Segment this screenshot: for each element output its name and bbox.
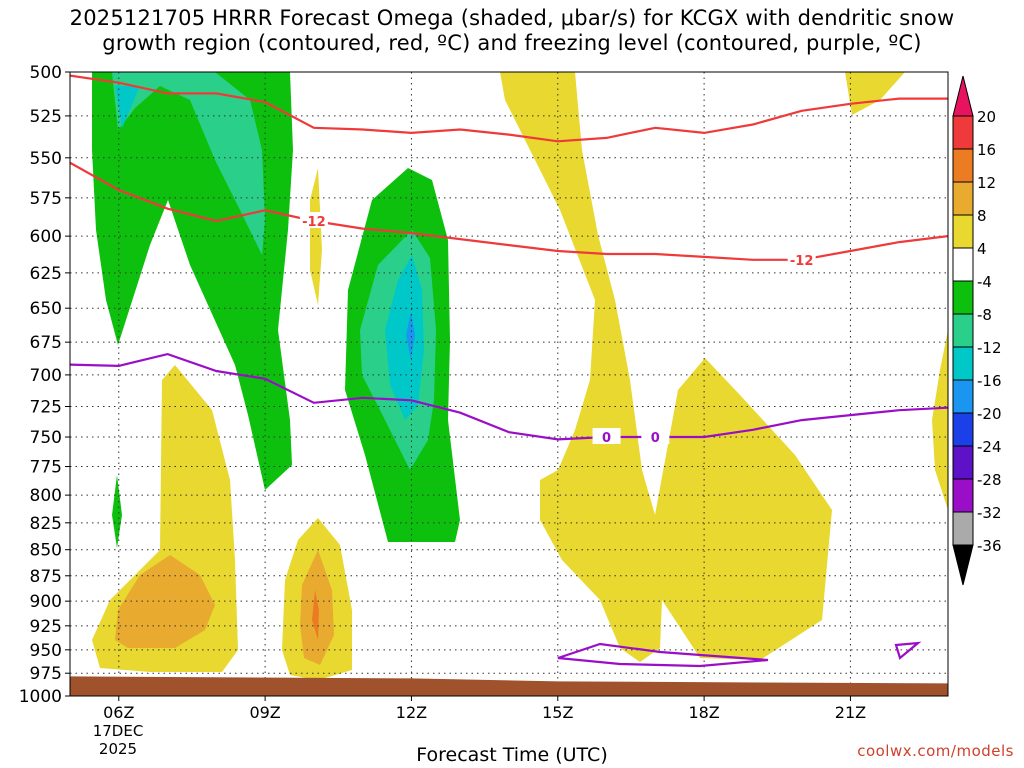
y-tick-label: 850 bbox=[30, 541, 62, 561]
omega-fill-yellow-east bbox=[500, 72, 832, 662]
omega-fill-cyan-north bbox=[115, 86, 140, 128]
plot-area: -12 -12 0 0 bbox=[70, 72, 948, 696]
credit-link[interactable]: coolwx.com/models bbox=[857, 742, 1014, 760]
colorbar-label: -12 bbox=[977, 339, 1002, 357]
y-tick-label: 600 bbox=[30, 227, 62, 247]
x-tick-label: 18Z bbox=[688, 703, 719, 722]
y-axis: 500 525 550 575 600 625 650 675 700 725 750 775 800 8… bbox=[19, 63, 70, 707]
omega-fill-yellow-east-edge bbox=[932, 330, 948, 510]
colorbar-band bbox=[952, 313, 974, 348]
x-tick-label: 12Z bbox=[396, 703, 427, 722]
plot-frame bbox=[69, 71, 949, 697]
colorbar-label: -28 bbox=[977, 471, 1002, 489]
chart-title: 2025121705 HRRR Forecast Omega (shaded, … bbox=[0, 6, 1024, 56]
y-tick-label: 575 bbox=[30, 189, 62, 209]
omega-fill-yellow-ne bbox=[845, 72, 905, 115]
x-tick-label: 06Z bbox=[103, 703, 134, 722]
colorbar-band bbox=[952, 511, 974, 546]
colorbar: 20 16 12 8 4 -4 -8 -12 -16 -20 -24 -28 -32 -36 bbox=[952, 75, 1002, 586]
omega-fill-green-blip bbox=[112, 475, 122, 548]
colorbar-label: -16 bbox=[977, 372, 1002, 390]
colorbar-label: -32 bbox=[977, 504, 1002, 522]
colorbar-band bbox=[952, 148, 974, 183]
omega-fill-blue-center bbox=[406, 312, 415, 360]
colorbar-band bbox=[952, 346, 974, 381]
colorbar-label: 12 bbox=[977, 174, 996, 192]
contour-label-bg bbox=[641, 428, 670, 445]
x-tick-label: 09Z bbox=[249, 703, 280, 722]
colorbar-label: 4 bbox=[977, 240, 987, 258]
colorbar-label: -4 bbox=[977, 273, 992, 291]
y-tick-label: 950 bbox=[30, 641, 62, 661]
contour-label: 0 bbox=[651, 431, 660, 446]
colorbar-band bbox=[952, 280, 974, 315]
contour-label-bg bbox=[592, 428, 621, 445]
y-tick-label: 900 bbox=[30, 592, 62, 612]
omega-fill-orange-core bbox=[312, 590, 319, 640]
omega-fill-yellow-sliver bbox=[310, 168, 322, 305]
contour-loop-freezing bbox=[557, 642, 769, 668]
colorbar-band bbox=[952, 379, 974, 414]
contour-label-bg bbox=[787, 250, 816, 267]
contour-lines: -12 -12 0 0 bbox=[70, 74, 948, 668]
colorbar-label: 16 bbox=[977, 141, 996, 159]
y-tick-label: 775 bbox=[30, 458, 62, 478]
contour-label: -12 bbox=[790, 254, 814, 269]
x-tick-label: 21Z bbox=[835, 703, 866, 722]
terrain-fill bbox=[70, 676, 948, 696]
y-tick-label: 725 bbox=[30, 397, 62, 417]
date-label-day: 17DEC bbox=[92, 722, 144, 740]
colorbar-label: -20 bbox=[977, 405, 1002, 423]
y-tick-label: 875 bbox=[30, 567, 62, 587]
y-tick-label: 500 bbox=[30, 63, 62, 83]
y-tick-label: 675 bbox=[30, 333, 62, 353]
colorbar-label: -24 bbox=[977, 438, 1002, 456]
y-tick-label: 750 bbox=[30, 428, 62, 448]
x-axis: 06Z 09Z 12Z 15Z 18Z 21Z bbox=[103, 696, 866, 722]
colorbar-band bbox=[952, 181, 974, 216]
y-tick-label: 1000 bbox=[19, 687, 62, 707]
title-line-1: 2025121705 HRRR Forecast Omega (shaded, … bbox=[69, 6, 955, 30]
contour-line bbox=[70, 74, 948, 143]
colorbar-label: -36 bbox=[977, 537, 1002, 555]
title-line-2: growth region (contoured, red, ºC) and f… bbox=[102, 31, 922, 55]
colorbar-band bbox=[952, 478, 974, 513]
x-tick-label: 15Z bbox=[542, 703, 573, 722]
colorbar-band bbox=[952, 115, 974, 150]
y-tick-label: 650 bbox=[30, 299, 62, 319]
colorbar-band bbox=[952, 445, 974, 480]
y-tick-label: 550 bbox=[30, 149, 62, 169]
y-tick-label: 525 bbox=[30, 107, 62, 127]
grid-lines bbox=[70, 72, 948, 696]
contour-loop-freezing-small bbox=[894, 641, 922, 660]
colorbar-top-arrow bbox=[952, 75, 974, 117]
contour-label-bg bbox=[299, 212, 328, 229]
colorbar-label: 8 bbox=[977, 207, 987, 225]
colorbar-label: -8 bbox=[977, 306, 992, 324]
contour-label: -12 bbox=[302, 215, 326, 230]
y-tick-label: 825 bbox=[30, 514, 62, 534]
y-tick-label: 700 bbox=[30, 366, 62, 386]
y-tick-label: 800 bbox=[30, 486, 62, 506]
date-label-year: 2025 bbox=[98, 740, 138, 758]
omega-fill-teal-north bbox=[112, 72, 265, 255]
y-tick-label: 625 bbox=[30, 264, 62, 284]
date-label: 17DEC 2025 bbox=[88, 722, 148, 758]
colorbar-bottom-arrow bbox=[952, 544, 974, 586]
colorbar-band bbox=[952, 412, 974, 447]
y-tick-label: 925 bbox=[30, 617, 62, 637]
x-axis-title: Forecast Time (UTC) bbox=[416, 744, 608, 766]
colorbar-band bbox=[952, 214, 974, 249]
y-tick-label: 975 bbox=[30, 664, 62, 684]
contour-label: 0 bbox=[602, 431, 611, 446]
colorbar-label: 20 bbox=[977, 108, 996, 126]
omega-fill-cyan-center bbox=[385, 255, 424, 420]
contour-line bbox=[70, 352, 948, 441]
colorbar-band bbox=[952, 247, 974, 282]
